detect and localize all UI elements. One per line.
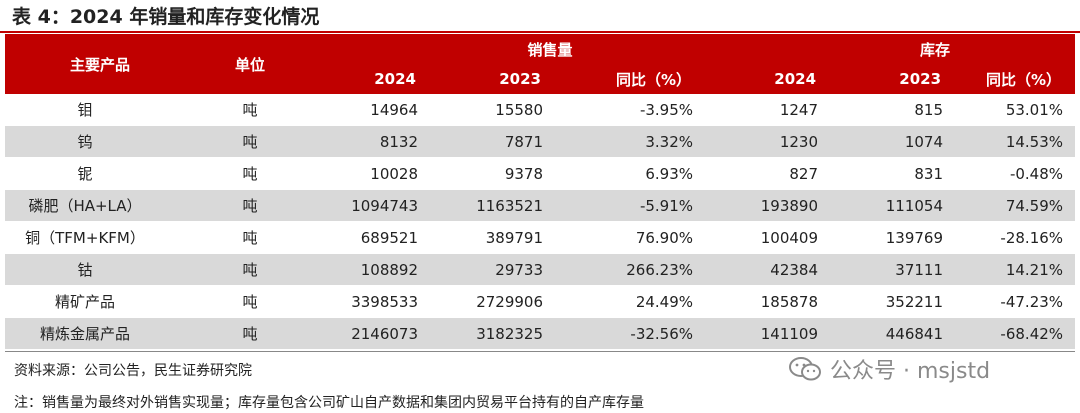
cell-product: 钴 xyxy=(5,253,195,286)
cell-unit: 吨 xyxy=(195,317,305,350)
header-sales-2024: 2024 xyxy=(305,64,430,94)
cell-inv-2024: 193890 xyxy=(705,189,831,222)
header-inv-yoy: 同比（%） xyxy=(955,64,1076,94)
cell-inv-2023: 815 xyxy=(830,94,956,126)
header-row-years: 2024 2023 同比（%） 2024 2023 同比（%） xyxy=(5,64,1076,94)
cell-sales-2023: 9378 xyxy=(430,157,555,190)
cell-inv-2023: 111054 xyxy=(830,189,956,222)
header-inventory-group: 库存 xyxy=(705,34,1076,64)
cell-sales-2024: 689521 xyxy=(305,221,430,254)
cell-inv-yoy: -28.16% xyxy=(955,221,1076,254)
cell-sales-yoy: -32.56% xyxy=(555,317,706,350)
cell-sales-yoy: 6.93% xyxy=(555,157,706,190)
table-body: 钼 吨 14964 15580 -3.95% 1247 815 53.01% 钨… xyxy=(5,94,1076,350)
cell-product: 钨 xyxy=(5,125,195,158)
cell-inv-yoy: 14.53% xyxy=(955,125,1076,158)
cell-product: 精炼金属产品 xyxy=(5,317,195,350)
header-unit: 单位 xyxy=(195,34,305,94)
cell-inv-2023: 352211 xyxy=(830,285,956,318)
cell-sales-yoy: 3.32% xyxy=(555,125,706,158)
watermark-text: 公众号 · msjstd xyxy=(830,359,991,384)
cell-inv-yoy: 53.01% xyxy=(955,94,1076,126)
cell-product: 铌 xyxy=(5,157,195,190)
header-product: 主要产品 xyxy=(5,34,195,94)
cell-inv-yoy: 74.59% xyxy=(955,189,1076,222)
cell-inv-yoy: 14.21% xyxy=(955,253,1076,286)
table-row: 钴 吨 108892 29733 266.23% 42384 37111 14.… xyxy=(5,253,1076,286)
cell-inv-2023: 37111 xyxy=(830,253,956,286)
cell-unit: 吨 xyxy=(195,157,305,190)
cell-unit: 吨 xyxy=(195,253,305,286)
cell-sales-2023: 3182325 xyxy=(430,317,555,350)
header-inv-2023: 2023 xyxy=(830,64,956,94)
table-row: 精炼金属产品 吨 2146073 3182325 -32.56% 141109 … xyxy=(5,317,1076,350)
cell-sales-yoy: 24.49% xyxy=(555,285,706,318)
cell-inv-2023: 1074 xyxy=(830,125,956,158)
cell-inv-2024: 827 xyxy=(705,157,831,190)
table-row: 铌 吨 10028 9378 6.93% 827 831 -0.48% xyxy=(5,157,1076,190)
cell-sales-2023: 15580 xyxy=(430,94,555,126)
cell-sales-2023: 1163521 xyxy=(430,189,555,222)
cell-inv-2024: 1247 xyxy=(705,94,831,126)
cell-inv-2024: 141109 xyxy=(705,317,831,350)
cell-sales-2024: 8132 xyxy=(305,125,430,158)
table-row: 钨 吨 8132 7871 3.32% 1230 1074 14.53% xyxy=(5,125,1076,158)
cell-product: 钼 xyxy=(5,94,195,126)
cell-sales-2023: 7871 xyxy=(430,125,555,158)
cell-unit: 吨 xyxy=(195,189,305,222)
cell-inv-2024: 42384 xyxy=(705,253,831,286)
cell-inv-yoy: -47.23% xyxy=(955,285,1076,318)
table-row: 钼 吨 14964 15580 -3.95% 1247 815 53.01% xyxy=(5,94,1076,126)
cell-sales-yoy: 266.23% xyxy=(555,253,706,286)
table-row: 铜（TFM+KFM） 吨 689521 389791 76.90% 100409… xyxy=(5,221,1076,254)
cell-sales-2024: 14964 xyxy=(305,94,430,126)
header-sales-yoy: 同比（%） xyxy=(555,64,706,94)
cell-unit: 吨 xyxy=(195,221,305,254)
table-row: 精矿产品 吨 3398533 2729906 24.49% 185878 352… xyxy=(5,285,1076,318)
cell-inv-2023: 446841 xyxy=(830,317,956,350)
cell-inv-2023: 831 xyxy=(830,157,956,190)
sales-inventory-table: 主要产品 单位 销售量 库存 2024 2023 同比（%） 2024 2023… xyxy=(5,34,1076,350)
cell-sales-yoy: 76.90% xyxy=(555,221,706,254)
footnote: 注：销售量为最终对外销售实现量；库存量包含公司矿山自产数据和集团内贸易平台持有的… xyxy=(14,395,644,411)
title-divider xyxy=(0,31,1080,33)
page-title: 表 4：2024 年销量和库存变化情况 xyxy=(12,6,320,28)
cell-sales-2023: 389791 xyxy=(430,221,555,254)
header-sales-2023: 2023 xyxy=(430,64,555,94)
cell-unit: 吨 xyxy=(195,94,305,126)
cell-inv-2023: 139769 xyxy=(830,221,956,254)
cell-unit: 吨 xyxy=(195,285,305,318)
header-inv-2024: 2024 xyxy=(705,64,831,94)
table-header: 主要产品 单位 销售量 库存 2024 2023 同比（%） 2024 2023… xyxy=(5,34,1076,94)
cell-product: 铜（TFM+KFM） xyxy=(5,221,195,254)
cell-sales-2024: 108892 xyxy=(305,253,430,286)
cell-product: 精矿产品 xyxy=(5,285,195,318)
header-sales-group: 销售量 xyxy=(305,34,706,64)
table-bottom-divider xyxy=(5,351,1075,352)
cell-inv-2024: 100409 xyxy=(705,221,831,254)
cell-sales-yoy: -3.95% xyxy=(555,94,706,126)
header-row-groups: 主要产品 单位 销售量 库存 xyxy=(5,34,1076,94)
cell-inv-yoy: -68.42% xyxy=(955,317,1076,350)
cell-sales-2023: 2729906 xyxy=(430,285,555,318)
cell-sales-2024: 1094743 xyxy=(305,189,430,222)
cell-sales-yoy: -5.91% xyxy=(555,189,706,222)
source-note: 资料来源：公司公告，民生证券研究院 xyxy=(14,363,252,379)
cell-product: 磷肥（HA+LA） xyxy=(5,189,195,222)
cell-inv-2024: 185878 xyxy=(705,285,831,318)
cell-unit: 吨 xyxy=(195,125,305,158)
cell-sales-2024: 10028 xyxy=(305,157,430,190)
cell-sales-2023: 29733 xyxy=(430,253,555,286)
table-row: 磷肥（HA+LA） 吨 1094743 1163521 -5.91% 19389… xyxy=(5,189,1076,222)
cell-inv-yoy: -0.48% xyxy=(955,157,1076,190)
cell-sales-2024: 2146073 xyxy=(305,317,430,350)
cell-sales-2024: 3398533 xyxy=(305,285,430,318)
cell-inv-2024: 1230 xyxy=(705,125,831,158)
watermark: 公众号 · msjstd xyxy=(788,356,991,384)
wechat-icon xyxy=(789,357,821,381)
